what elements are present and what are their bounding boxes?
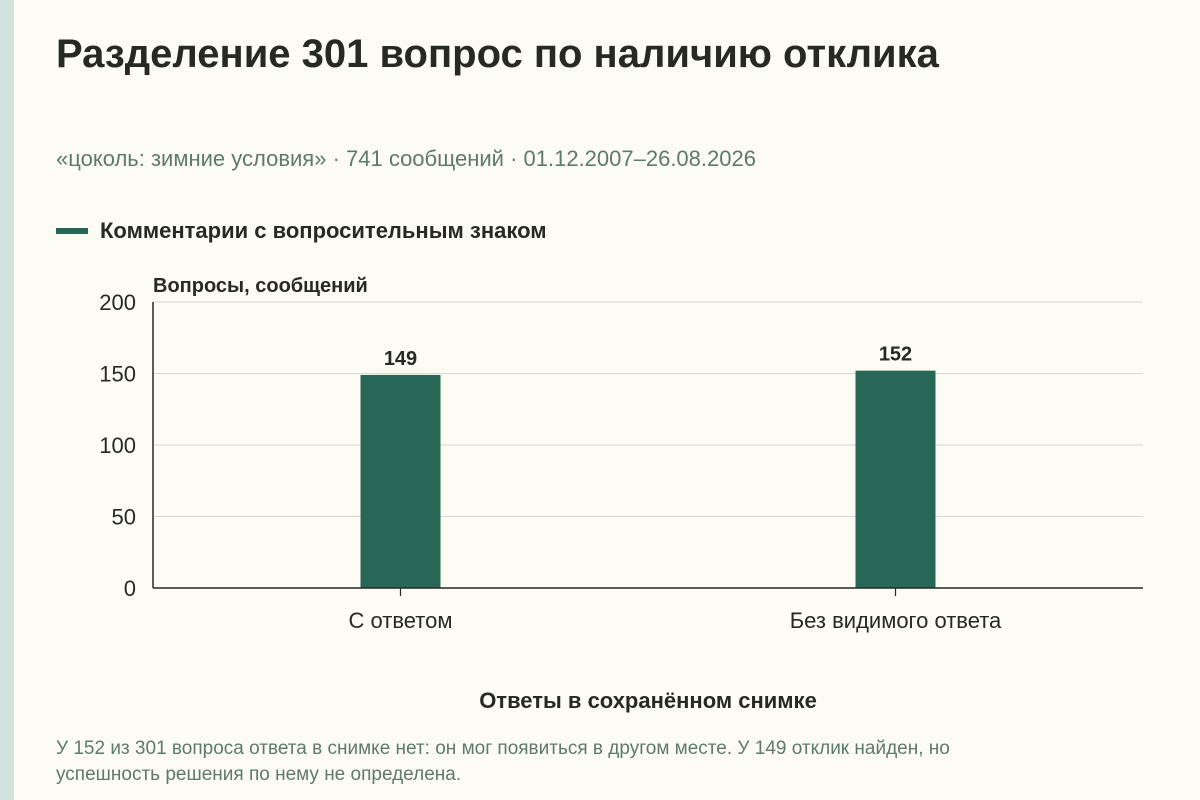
y-tick-label: 100 [99,433,136,458]
bar-value-label: 149 [384,348,417,370]
x-tick-label: С ответом [349,608,453,633]
y-tick-label: 200 [99,290,136,315]
y-axis-title: Вопросы, сообщений [153,275,368,297]
y-tick-label: 0 [124,576,136,601]
legend: Комментарии с вопросительным знаком [56,218,547,244]
chart-title: Разделение 301 вопрос по наличию отклика [56,32,939,76]
chart-subtitle: «цоколь: зимние условия» · 741 сообщений… [56,146,756,171]
footnote: У 152 из 301 вопроса ответа в снимке нет… [56,738,950,785]
bar [855,370,936,588]
bar-chart: 0 50 100 150 200 Вопросы, сообщений 149 С ответ… [99,275,1143,713]
y-tick-label: 150 [99,362,136,387]
x-tick-label: Без видимого ответа [790,608,1002,633]
legend-swatch [56,228,88,234]
bar-value-label: 152 [879,344,912,366]
y-tick-label: 50 [112,505,136,530]
legend-label: Комментарии с вопросительным знаком [100,218,547,243]
bar [360,374,441,588]
x-axis-title: Ответы в сохранённом снимке [479,688,817,713]
left-accent-strip [0,0,14,800]
